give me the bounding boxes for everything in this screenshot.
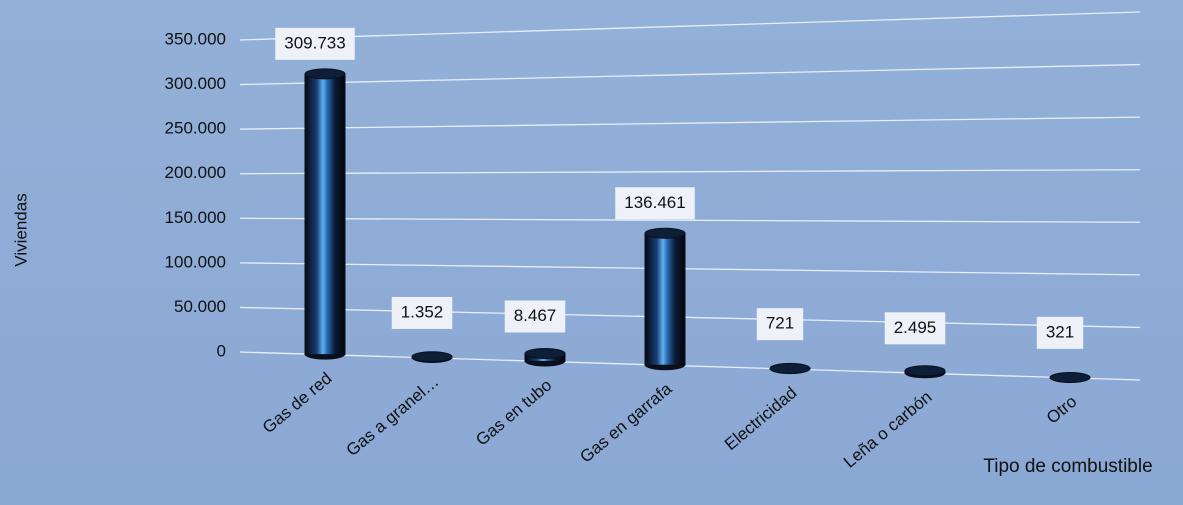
value-label-box — [275, 27, 355, 60]
value-label: 2.495 — [894, 318, 937, 337]
value-label: 721 — [766, 314, 794, 333]
bar — [644, 232, 686, 366]
bar-top — [411, 351, 453, 363]
y-tick-label: 50.000 — [174, 297, 226, 316]
bar-top — [1049, 371, 1091, 383]
value-label-box — [884, 312, 946, 345]
grid-line — [239, 306, 1141, 329]
bar-top — [769, 362, 811, 374]
value-label-box — [504, 300, 566, 333]
grid-line — [239, 11, 1141, 41]
y-tick-label: 0 — [217, 341, 226, 360]
grid-line — [239, 217, 1141, 223]
grid-line — [239, 351, 1141, 381]
grid-line — [239, 63, 1141, 86]
y-tick-label: 200.000 — [165, 163, 226, 182]
bar-top — [304, 68, 346, 80]
bar-top — [904, 365, 946, 377]
value-label: 1.352 — [401, 302, 444, 321]
y-tick-label: 150.000 — [165, 208, 226, 227]
value-label-box — [756, 308, 804, 341]
grid-line — [239, 116, 1141, 130]
y-axis-title: Viviendas — [11, 193, 30, 266]
value-label: 321 — [1046, 322, 1074, 341]
grid-line — [239, 262, 1141, 276]
y-tick-label: 350.000 — [165, 29, 226, 48]
value-label-box — [615, 187, 695, 220]
y-tick-label: 300.000 — [165, 74, 226, 93]
y-tick-label: 250.000 — [165, 119, 226, 138]
x-axis-title: Tipo de combustible — [983, 456, 1152, 477]
y-tick-label: 100.000 — [165, 252, 226, 271]
value-label-box — [1036, 316, 1084, 349]
bar-top — [644, 227, 686, 239]
bar-top — [524, 347, 566, 359]
value-label: 8.467 — [514, 306, 557, 325]
value-label: 136.461 — [624, 193, 685, 212]
bar — [304, 73, 346, 356]
value-label-box — [391, 296, 453, 329]
value-label: 309.733 — [284, 33, 345, 52]
grid-line — [239, 169, 1141, 175]
